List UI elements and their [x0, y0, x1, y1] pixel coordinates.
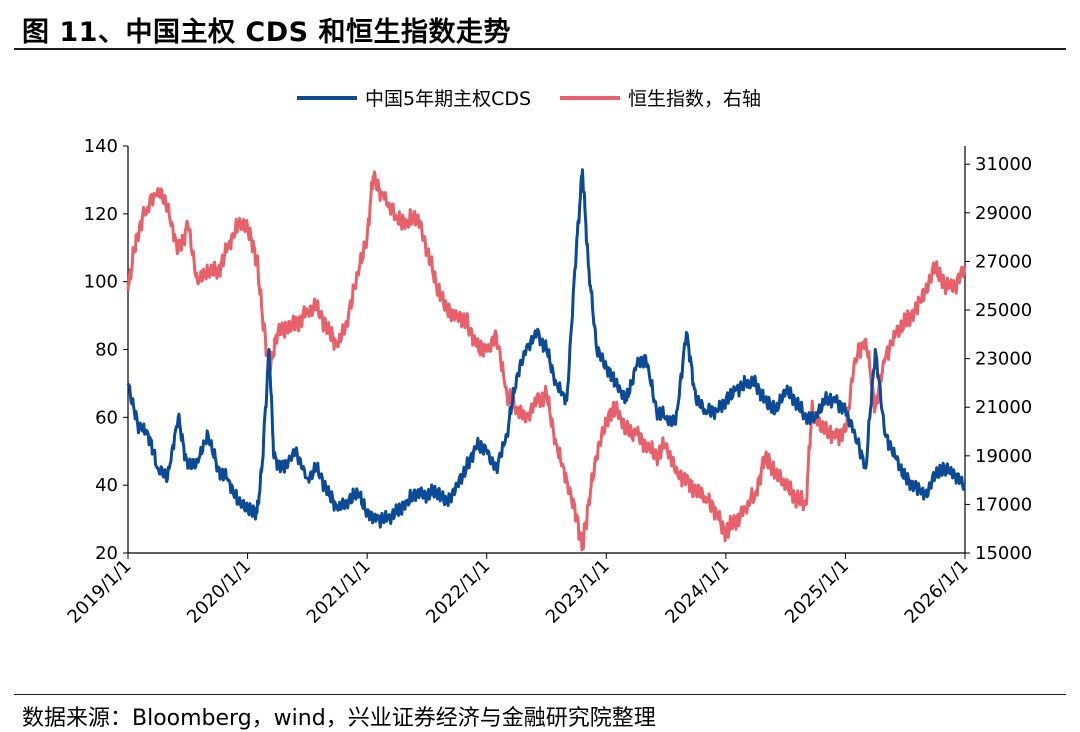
source-note: 数据来源：Bloomberg，wind，兴业证券经济与金融研究院整理 — [22, 706, 656, 731]
x-tick-label: 2026/1/1 — [901, 556, 973, 628]
y-left-tick-label: 140 — [84, 136, 118, 157]
legend-label-hsi: 恒生指数，右轴 — [628, 88, 761, 110]
y-left-tick-label: 20 — [95, 543, 118, 564]
series-group — [126, 168, 967, 552]
y-right-tick-label: 17000 — [975, 494, 1032, 515]
source-rule — [14, 694, 1066, 695]
y-right-tick-label: 25000 — [975, 300, 1032, 321]
axes: 20 40 60 80 100 120 140 15000 17000 19000 21000 230… — [64, 136, 1033, 628]
chart-canvas: 中国5年期主权CDS 恒生指数，右轴 20 40 60 80 100 120 140 1500… — [64, 88, 1033, 628]
y-left-tick-label: 120 — [84, 204, 118, 225]
chart-title: 图 11、中国主权 CDS 和恒生指数走势 — [22, 17, 511, 48]
y-left-tick-label: 60 — [95, 407, 118, 428]
x-tick-label: 2024/1/1 — [661, 556, 733, 628]
y-right-tick-label: 19000 — [975, 446, 1032, 467]
x-tick-label: 2022/1/1 — [422, 556, 494, 628]
title-rule — [14, 48, 1066, 50]
y-left-tick-label: 100 — [84, 272, 118, 293]
y-right-tick-label: 15000 — [975, 543, 1032, 564]
y-right-tick-label: 31000 — [975, 154, 1032, 175]
legend-label-cds: 中国5年期主权CDS — [365, 88, 531, 110]
x-tick-label: 2023/1/1 — [542, 556, 614, 628]
y-left-tick-label: 40 — [95, 475, 118, 496]
y-right-tick-label: 27000 — [975, 251, 1032, 272]
x-tick-label: 2025/1/1 — [781, 556, 853, 628]
x-tick-label: 2021/1/1 — [303, 556, 375, 628]
y-left-tick-label: 80 — [95, 340, 118, 361]
legend: 中国5年期主权CDS 恒生指数，右轴 — [297, 88, 761, 110]
y-right-tick-label: 29000 — [975, 203, 1032, 224]
y-right-tick-label: 23000 — [975, 349, 1032, 370]
series-line-cds — [126, 168, 966, 529]
series-line-hsi — [126, 170, 967, 552]
x-tick-label: 2019/1/1 — [64, 556, 136, 628]
y-right-tick-label: 21000 — [975, 397, 1032, 418]
x-tick-label: 2020/1/1 — [183, 556, 255, 628]
